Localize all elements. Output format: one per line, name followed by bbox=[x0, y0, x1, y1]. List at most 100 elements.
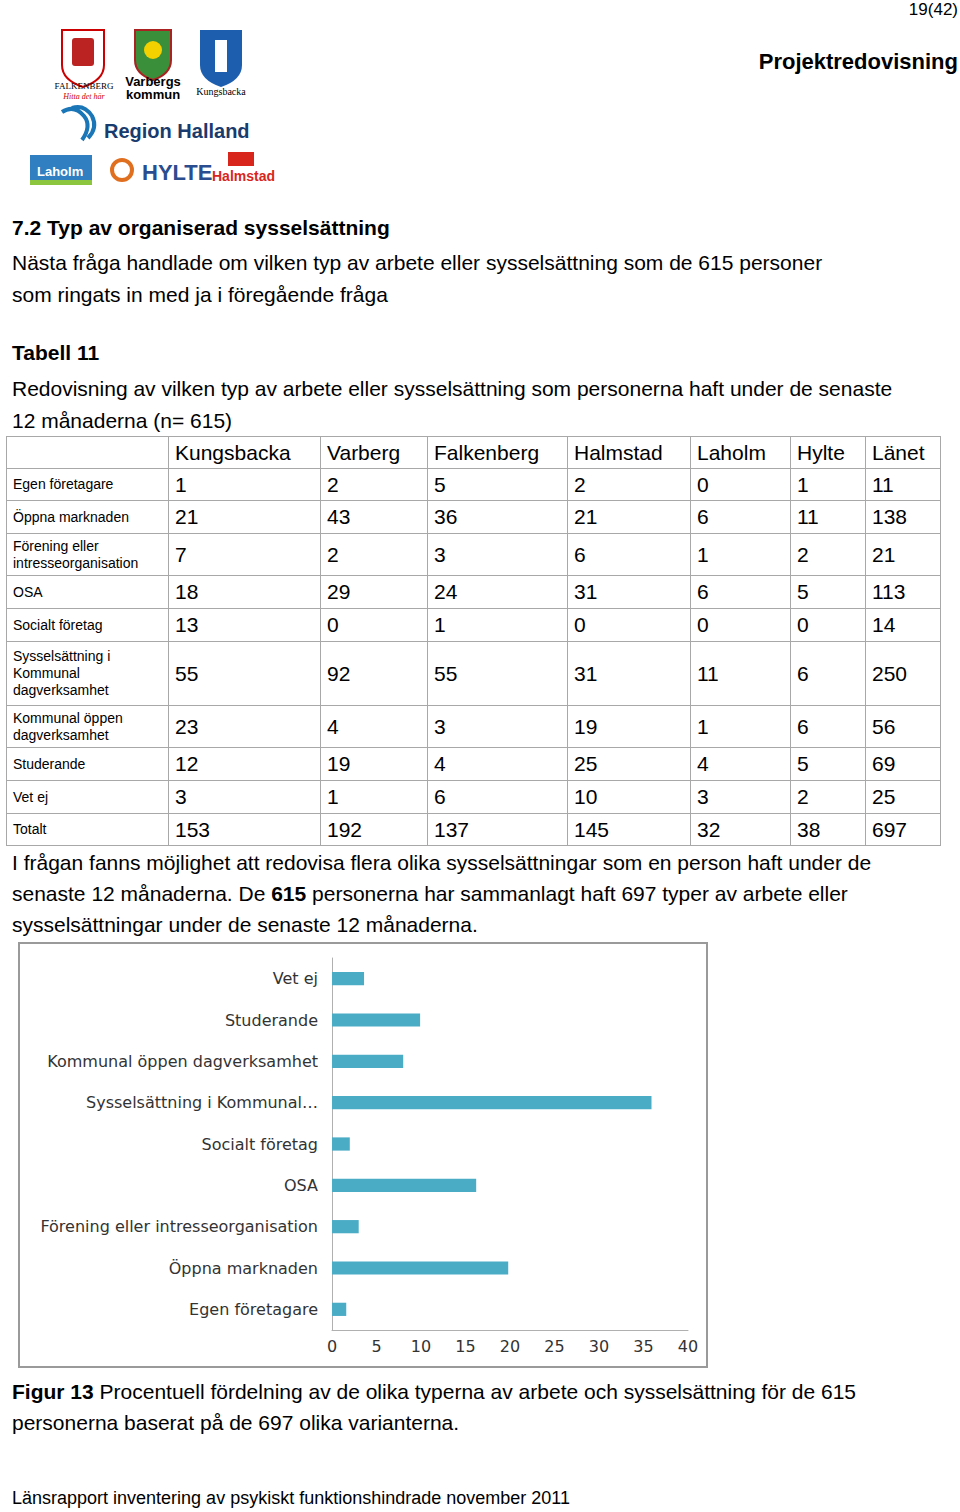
html-text:Vet ej: Vet ej bbox=[13, 788, 48, 805]
html-text:1: 1 bbox=[797, 472, 809, 496]
html-text:Hylte: Hylte bbox=[797, 440, 845, 464]
html-text:31: 31 bbox=[574, 580, 598, 603]
html-text:Kommunal öppen dagverksamhet: Kommunal öppen dagverksamhet bbox=[13, 709, 123, 743]
html-text:21: 21 bbox=[872, 542, 896, 566]
svg-text:Hitta det här: Hitta det här bbox=[62, 92, 105, 101]
html-text:2: 2 bbox=[327, 472, 339, 496]
svg-text:0: 0 bbox=[327, 1337, 337, 1356]
html-text:19(42): 19(42) bbox=[908, 0, 958, 19]
html-text:69: 69 bbox=[872, 752, 896, 775]
html-text:3: 3 bbox=[434, 542, 446, 566]
html-text:5: 5 bbox=[434, 472, 446, 496]
html-text:OSA: OSA bbox=[13, 583, 43, 600]
html-text:145: 145 bbox=[574, 817, 609, 841]
svg-text:Kungsbacka: Kungsbacka bbox=[196, 86, 246, 97]
html-text:Projektredovisning: Projektredovisning bbox=[758, 49, 958, 74]
html-text:113: 113 bbox=[872, 580, 906, 603]
html-text:24: 24 bbox=[434, 580, 458, 603]
html-text:Kungsbacka: Kungsbacka bbox=[175, 440, 291, 464]
html-text:11: 11 bbox=[797, 505, 819, 528]
html-text:14: 14 bbox=[872, 613, 896, 636]
html-text:0: 0 bbox=[697, 472, 709, 496]
html-text:Sysselsättning i Kommunal dagv: Sysselsättning i Kommunal dagverksamhet bbox=[13, 648, 111, 698]
svg-text:15: 15 bbox=[455, 1337, 475, 1356]
html-text:Nästa fråga handlade om vilken: Nästa fråga handlade om vilken typ av ar… bbox=[12, 251, 823, 306]
html-text:7.2 Typ av organiserad syssels: 7.2 Typ av organiserad sysselsättning bbox=[12, 216, 390, 239]
html-text:23: 23 bbox=[175, 714, 199, 738]
html-text:153: 153 bbox=[175, 817, 210, 841]
html-text:32: 32 bbox=[697, 817, 721, 841]
svg-text:30: 30 bbox=[589, 1337, 609, 1356]
svg-text:35: 35 bbox=[633, 1337, 653, 1356]
html-text:29: 29 bbox=[327, 580, 351, 603]
html-text:Länsrapport inventering av psy: Länsrapport inventering av psykiskt funk… bbox=[12, 1488, 570, 1508]
html-text:2: 2 bbox=[327, 542, 339, 566]
html-text:Förening eller intresseorganis: Förening eller intresseorganisation bbox=[13, 537, 139, 571]
html-text:Figur 13 Procentuell fördelnin: Figur 13 Procentuell fördelning av de ol… bbox=[12, 1380, 856, 1434]
html-text:11: 11 bbox=[872, 472, 894, 496]
svg-text:25: 25 bbox=[544, 1337, 564, 1356]
svg-text:5: 5 bbox=[371, 1337, 381, 1356]
svg-text:Egen företagare: Egen företagare bbox=[189, 1300, 318, 1319]
html-text:Länet: Länet bbox=[872, 440, 925, 464]
html-text:43: 43 bbox=[327, 505, 351, 528]
svg-text:OSA: OSA bbox=[284, 1176, 318, 1195]
html-text:Egen företagare: Egen företagare bbox=[13, 476, 114, 492]
html-text:21: 21 bbox=[175, 505, 199, 528]
html-text:25: 25 bbox=[872, 785, 896, 808]
html-text:18: 18 bbox=[175, 580, 199, 603]
svg-text:10: 10 bbox=[411, 1337, 431, 1356]
svg-text:20: 20 bbox=[500, 1337, 520, 1356]
html-text:Halmstad: Halmstad bbox=[574, 440, 663, 464]
html-text:697: 697 bbox=[872, 817, 907, 841]
html-text:Varberg: Varberg bbox=[327, 440, 401, 464]
svg-text:FALKENBERG: FALKENBERG bbox=[55, 81, 114, 91]
svg-text:Socialt företag: Socialt företag bbox=[201, 1135, 318, 1154]
html-text:Redovisning av vilken typ av a: Redovisning av vilken typ av arbete elle… bbox=[12, 377, 893, 432]
html-text:1: 1 bbox=[175, 472, 187, 496]
svg-text:Laholm: Laholm bbox=[37, 164, 83, 179]
html-text:Laholm: Laholm bbox=[697, 440, 766, 464]
html-text:137: 137 bbox=[434, 817, 469, 841]
html-text:12: 12 bbox=[175, 752, 199, 775]
svg-text:40: 40 bbox=[678, 1337, 698, 1356]
html-text:19: 19 bbox=[327, 752, 351, 775]
html-text:Öppna marknaden: Öppna marknaden bbox=[13, 508, 129, 525]
html-text:138: 138 bbox=[872, 505, 907, 528]
html-text:25: 25 bbox=[574, 752, 598, 775]
html-text:55: 55 bbox=[434, 661, 458, 685]
html-text:I frågan fanns möjlighet att r: I frågan fanns möjlighet att redovisa fl… bbox=[12, 851, 872, 936]
svg-text:Vet ej: Vet ej bbox=[273, 969, 318, 988]
html-text:Totalt: Totalt bbox=[13, 821, 47, 837]
html-text:56: 56 bbox=[872, 714, 896, 738]
svg-text:Sysselsättning i Kommunal…: Sysselsättning i Kommunal… bbox=[86, 1093, 318, 1112]
html-text:Studerande: Studerande bbox=[13, 755, 86, 772]
html-text:38: 38 bbox=[797, 817, 821, 841]
html-text:36: 36 bbox=[434, 505, 458, 528]
svg-text:Varbergs: Varbergs bbox=[125, 74, 181, 89]
svg-text:Öppna marknaden: Öppna marknaden bbox=[169, 1259, 318, 1278]
svg-text:Kommunal öppen dagverksamhet: Kommunal öppen dagverksamhet bbox=[47, 1052, 318, 1071]
svg-text:Halmstad: Halmstad bbox=[212, 168, 275, 184]
html-text:192: 192 bbox=[327, 817, 362, 841]
html-text:250: 250 bbox=[872, 661, 907, 685]
svg-text:Studerande: Studerande bbox=[225, 1011, 318, 1030]
html-text:11: 11 bbox=[697, 661, 719, 685]
html-text:31: 31 bbox=[574, 661, 598, 685]
html-text:10: 10 bbox=[574, 785, 598, 808]
html-text:Falkenberg: Falkenberg bbox=[434, 440, 540, 464]
html-text:13: 13 bbox=[175, 613, 199, 636]
svg-text:HYLTE: HYLTE bbox=[142, 160, 212, 185]
svg-text:Förening eller intresseorganis: Förening eller intresseorganisation bbox=[40, 1217, 318, 1236]
svg-text:kommun: kommun bbox=[126, 87, 180, 102]
html-text:21: 21 bbox=[574, 505, 598, 528]
html-text:55: 55 bbox=[175, 661, 199, 685]
html-text:Socialt företag: Socialt företag bbox=[13, 616, 103, 633]
svg-text:Region Halland: Region Halland bbox=[104, 120, 250, 142]
html-text:2: 2 bbox=[574, 472, 586, 496]
html-text:6: 6 bbox=[697, 505, 709, 528]
html-text:Tabell 11: Tabell 11 bbox=[12, 341, 100, 364]
html-text:7: 7 bbox=[175, 542, 187, 566]
html-text:92: 92 bbox=[327, 661, 351, 685]
html-text:19: 19 bbox=[574, 714, 598, 738]
